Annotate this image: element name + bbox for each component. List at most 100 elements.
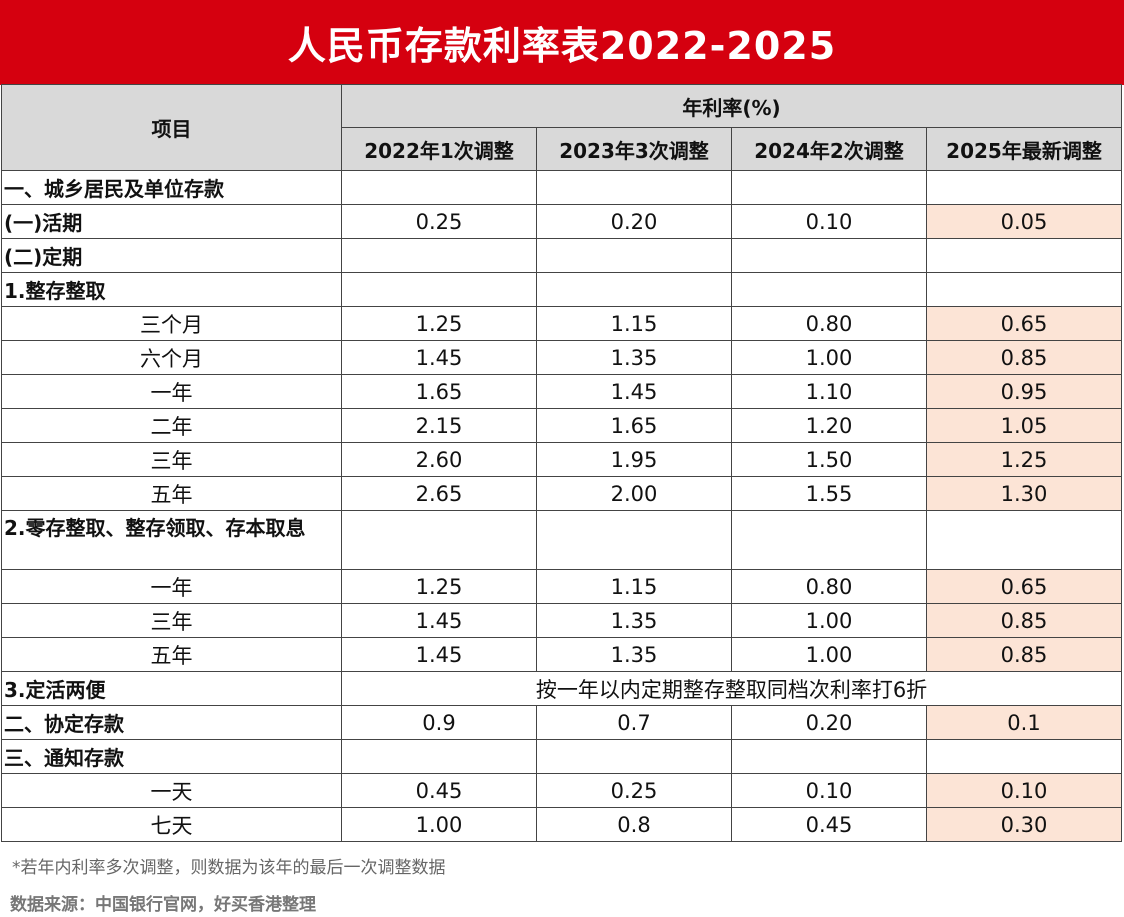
rate-cell: 0.80: [731, 569, 927, 604]
row-label: 二、协定存款: [1, 705, 342, 740]
rate-cell: 0.20: [731, 705, 927, 740]
rate-cell: 1.55: [731, 476, 927, 511]
rate-cell-latest: 1.05: [925, 408, 1123, 443]
rate-cell: 1.10: [731, 374, 927, 409]
table-row: (二)定期: [1, 238, 1123, 273]
cell-empty: [925, 272, 1123, 307]
row-label: 二年: [1, 408, 342, 443]
rate-cell: 0.45: [731, 807, 927, 842]
rate-cell: 1.65: [536, 408, 732, 443]
rate-cell: 1.00: [731, 340, 927, 375]
row-label: 一天: [1, 773, 342, 808]
header-col-2025: 2025年最新调整: [925, 127, 1123, 171]
rate-cell-latest: 0.85: [925, 637, 1123, 672]
row-label: 三个月: [1, 306, 342, 341]
rate-cell: 2.65: [341, 476, 537, 511]
rate-cell: 1.15: [536, 569, 732, 604]
cell-empty: [731, 170, 927, 205]
row-label: (一)活期: [1, 204, 342, 239]
cell-empty: [925, 510, 1123, 570]
rate-cell: 0.25: [341, 204, 537, 239]
rate-cell: 2.60: [341, 442, 537, 477]
table-row: 一年 1.25 1.15 0.80 0.65: [1, 569, 1123, 604]
table-row: (一)活期 0.25 0.20 0.10 0.05: [1, 204, 1123, 239]
header-col-2024: 2024年2次调整: [731, 127, 927, 171]
rate-cell-latest: 0.65: [925, 306, 1123, 341]
merged-note-cell: 按一年以内定期整存整取同档次利率打6折: [340, 671, 1123, 706]
cell-empty: [536, 272, 732, 307]
table-row: 二年 2.15 1.65 1.20 1.05: [1, 408, 1123, 443]
rate-cell: 1.45: [341, 340, 537, 375]
cell-empty: [341, 739, 537, 774]
row-label: 七天: [1, 807, 342, 842]
rate-cell: 1.00: [731, 603, 927, 638]
row-label: 一年: [1, 374, 342, 409]
page-title: 人民币存款利率表2022-2025: [287, 24, 837, 68]
row-label: 一年: [1, 569, 342, 604]
rate-cell: 1.35: [536, 603, 732, 638]
table-row: 2.零存整取、整存领取、存本取息: [1, 510, 1123, 570]
row-label: 1.整存整取: [1, 272, 342, 307]
rate-cell: 1.65: [341, 374, 537, 409]
table-row: 1.整存整取: [1, 272, 1123, 307]
rate-cell: 1.25: [341, 569, 537, 604]
row-label: 五年: [1, 476, 342, 511]
rate-cell: 0.80: [731, 306, 927, 341]
table-row: 一天 0.45 0.25 0.10 0.10: [1, 773, 1123, 808]
rate-cell: 1.50: [731, 442, 927, 477]
row-label: 六个月: [1, 340, 342, 375]
rate-cell-latest: 0.10: [925, 773, 1123, 808]
footnote: *若年内利率多次调整，则数据为该年的最后一次调整数据: [12, 858, 446, 878]
row-label: 五年: [1, 637, 342, 672]
table-row: 一、城乡居民及单位存款: [1, 170, 1123, 205]
rate-cell: 0.10: [731, 204, 927, 239]
cell-empty: [925, 170, 1123, 205]
rate-cell: 1.45: [341, 603, 537, 638]
rate-cell: 1.00: [341, 807, 537, 842]
table-row: 二、协定存款 0.9 0.7 0.20 0.1: [1, 705, 1123, 740]
rate-cell: 2.00: [536, 476, 732, 511]
source-credit: 数据来源：中国银行官网，好买香港整理: [10, 895, 316, 915]
rate-cell: 1.00: [731, 637, 927, 672]
cell-empty: [341, 510, 537, 570]
rate-cell: 1.25: [341, 306, 537, 341]
cell-empty: [731, 238, 927, 273]
rate-cell: 0.8: [536, 807, 732, 842]
table-row: 三个月 1.25 1.15 0.80 0.65: [1, 306, 1123, 341]
table-row: 三年 2.60 1.95 1.50 1.25: [1, 442, 1123, 477]
rate-cell-latest: 0.85: [925, 603, 1123, 638]
row-label: 三、通知存款: [1, 739, 342, 774]
rate-cell-latest: 0.95: [925, 374, 1123, 409]
row-label: 三年: [1, 442, 342, 477]
rate-cell-latest: 0.30: [925, 807, 1123, 842]
cell-empty: [731, 272, 927, 307]
table-row: 五年 1.45 1.35 1.00 0.85: [1, 637, 1123, 672]
rate-cell: 1.95: [536, 442, 732, 477]
table-row: 三、通知存款: [1, 739, 1123, 774]
rate-cell-latest: 1.30: [925, 476, 1123, 511]
cell-empty: [731, 739, 927, 774]
cell-empty: [731, 510, 927, 570]
rate-cell: 2.15: [341, 408, 537, 443]
cell-empty: [536, 170, 732, 205]
rate-cell: 0.25: [536, 773, 732, 808]
cell-empty: [536, 739, 732, 774]
header-item: 项目: [1, 84, 342, 171]
rate-cell: 0.20: [536, 204, 732, 239]
table-row: 六个月 1.45 1.35 1.00 0.85: [1, 340, 1123, 375]
rate-cell-latest: 0.05: [925, 204, 1123, 239]
header-col-2023: 2023年3次调整: [536, 127, 732, 171]
rate-cell: 0.45: [341, 773, 537, 808]
rate-cell: 0.9: [341, 705, 537, 740]
table-row: 七天 1.00 0.8 0.45 0.30: [1, 807, 1123, 842]
rate-cell: 1.20: [731, 408, 927, 443]
cell-empty: [341, 272, 537, 307]
cell-empty: [341, 170, 537, 205]
rate-cell: 0.7: [536, 705, 732, 740]
cell-empty: [341, 238, 537, 273]
cell-empty: [536, 510, 732, 570]
rate-cell-latest: 0.1: [925, 705, 1123, 740]
rate-cell: 1.45: [341, 637, 537, 672]
cell-empty: [925, 238, 1123, 273]
rate-cell-latest: 1.25: [925, 442, 1123, 477]
